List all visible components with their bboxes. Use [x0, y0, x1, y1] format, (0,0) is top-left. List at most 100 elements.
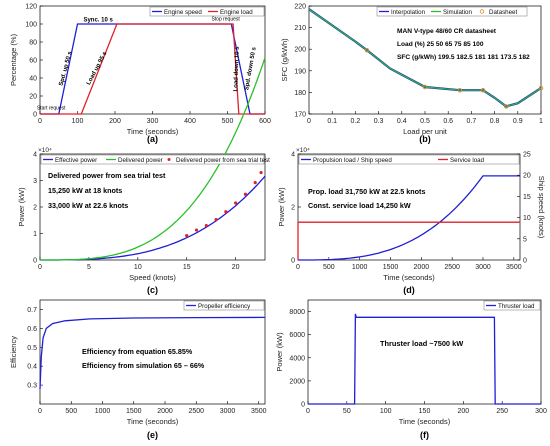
y2-axis-label: Ship speed (knots): [537, 176, 546, 239]
y-tick-label: 8000: [289, 309, 305, 316]
annotation-text: Start request: [37, 106, 66, 112]
legend-marker: [167, 158, 171, 161]
y2-tick-label: 10: [523, 215, 531, 222]
x-tick-label: 0.9: [513, 118, 523, 125]
data-point: [253, 181, 257, 185]
series-line-0: [39, 316, 266, 389]
legend-label: Simulation: [443, 9, 472, 16]
chart-panel-1: 0 0.1 0.2 0.3 0.4 0.5 0.6 0.7 0.8 0.9 1 Load per un…: [280, 4, 544, 144]
annotation-text: 15,250 kW at 18 knots: [48, 186, 122, 195]
legend: Propulsion load / Ship speed Service load: [298, 154, 520, 165]
x-tick-label: 300: [147, 118, 159, 125]
x-tick-label: 0.2: [351, 118, 361, 125]
axis-exponent: ×10⁴: [38, 147, 52, 154]
y-tick-label: 2: [291, 205, 295, 212]
legend: Engine speed Engine load: [149, 6, 265, 17]
x-axis-label: Load per unit: [403, 127, 448, 136]
y-tick-label: 100: [25, 22, 37, 29]
legend-box: [298, 154, 520, 165]
x-tick-label: 600: [259, 118, 271, 125]
legend-label: Propeller efficiency: [198, 303, 251, 310]
y-tick-label: 0.5: [27, 345, 37, 352]
y-tick-label: 80: [29, 40, 37, 47]
x-tick-label: 0.3: [374, 118, 384, 125]
y-tick-label: 200: [294, 47, 306, 54]
y-tick-label: 60: [29, 58, 37, 65]
x-tick-label: 1000: [352, 264, 368, 271]
data-point: [185, 234, 189, 238]
data-point: [503, 104, 509, 109]
y2-tick-label: 5: [523, 236, 527, 243]
annotation-text: Load (%) 25 50 65 75 85 100: [397, 41, 484, 48]
x-tick-label: 2500: [444, 264, 460, 271]
chart-panel-2: 0 5 10 15 20 Speed (knots) 0 1 2 3 4 Power (kW) (c) ×…: [17, 57, 270, 295]
panel-letter: (e): [147, 430, 158, 440]
y-tick-label: 0.6: [27, 326, 37, 333]
annotation-text: Stop request: [211, 16, 240, 22]
legend-box: [149, 6, 265, 17]
legend: Thruster load: [483, 300, 541, 311]
panel-letter: (d): [403, 285, 415, 295]
legend-marker: [479, 9, 485, 14]
x-tick-label: 100: [380, 408, 392, 415]
legend-box: [483, 300, 541, 311]
data-point: [224, 210, 228, 214]
y-tick-label: 0: [291, 258, 295, 265]
x-tick-label: 100: [72, 118, 84, 125]
x-axis-label: Time (seconds): [399, 417, 451, 426]
x-tick-label: 0: [38, 118, 42, 125]
legend-label: Thruster load: [498, 303, 535, 310]
data-point: [480, 87, 486, 93]
legend-box: [376, 6, 528, 17]
plot-frame: [307, 299, 542, 405]
y-tick-label: 0: [33, 258, 37, 265]
annotation-text: Delivered power from sea trial test: [48, 171, 166, 180]
x-tick-label: 0.4: [397, 118, 407, 125]
series-line-0: [298, 175, 520, 261]
x-tick-label: 300: [535, 408, 547, 415]
x-tick-label: 400: [184, 118, 196, 125]
annotation-text: Const. service load 14,250 kW: [308, 201, 411, 210]
x-tick-label: 500: [65, 408, 77, 415]
y-axis-label: Power (kW): [17, 187, 26, 227]
x-tick-label: 1000: [95, 408, 111, 415]
legend-label: Engine speed: [164, 9, 202, 16]
y-axis-label: Power (kW): [275, 332, 284, 372]
y-tick-label: 170: [294, 112, 306, 119]
panel-letter: (b): [419, 134, 431, 144]
data-point: [214, 217, 218, 222]
y-axis-label: Percentage (%): [9, 33, 18, 86]
x-tick-label: 200: [457, 408, 469, 415]
y-axis-label: SFC (g/kWh): [280, 38, 289, 82]
legend: Propeller efficiency: [183, 300, 265, 311]
legend-label: Service load: [450, 157, 485, 164]
x-tick-label: 50: [343, 408, 351, 415]
y-tick-label: 0: [33, 112, 37, 119]
x-tick-label: 20: [232, 264, 240, 271]
x-tick-label: 1500: [126, 408, 142, 415]
legend: Effective power Delivered power Delivered …: [40, 154, 270, 165]
y-tick-label: 4000: [289, 355, 305, 362]
y-tick-label: 1: [33, 231, 37, 238]
y-tick-label: 2: [33, 205, 37, 212]
data-point: [538, 85, 544, 91]
x-tick-label: 0: [306, 408, 310, 415]
x-tick-label: 500: [323, 264, 335, 271]
x-tick-label: 0: [38, 264, 42, 271]
x-tick-label: 150: [419, 408, 431, 415]
panel-letter: (f): [420, 430, 429, 440]
y2-tick-label: 20: [523, 173, 531, 180]
x-tick-label: 3500: [251, 408, 267, 415]
x-tick-label: 2500: [188, 408, 204, 415]
legend-label: Delivered power from sea trial test: [176, 157, 270, 164]
y2-tick-label: 0: [523, 258, 527, 265]
y-tick-label: 3: [33, 178, 37, 185]
panel-letter: (c): [147, 285, 158, 295]
y-tick-label: 40: [29, 76, 37, 83]
annotation-text: 33,000 kW at 22.6 knots: [48, 201, 128, 210]
x-tick-label: 0.7: [467, 118, 477, 125]
x-axis-label: Time (seconds): [127, 417, 179, 426]
axis-exponent: ×10⁴: [296, 147, 310, 154]
x-axis-label: Time (seconds): [127, 127, 179, 136]
x-tick-label: 5: [87, 264, 91, 271]
